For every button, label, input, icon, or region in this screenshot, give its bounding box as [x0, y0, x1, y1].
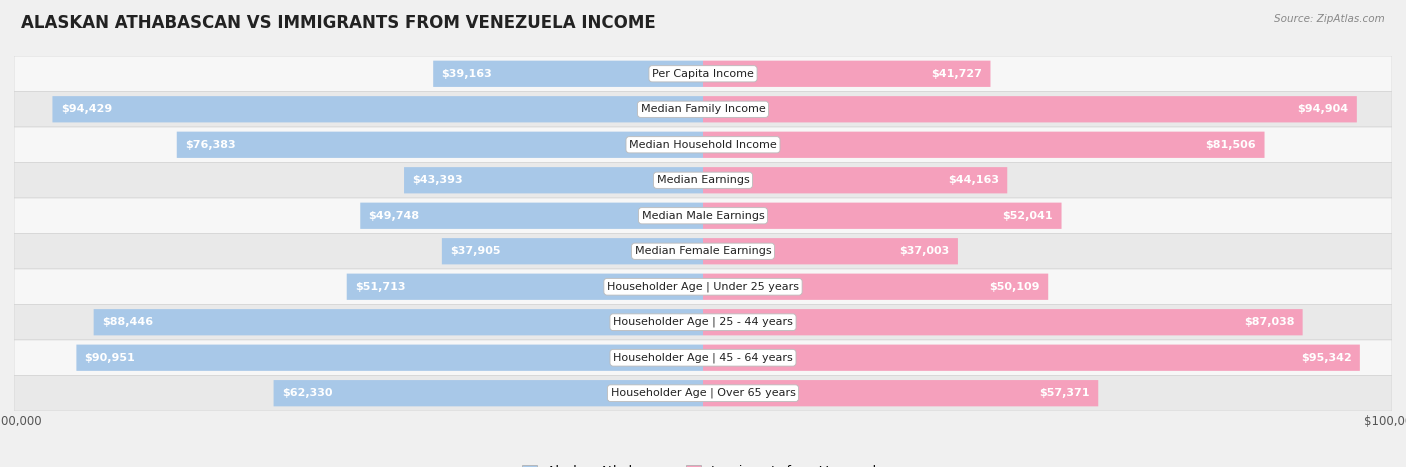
- Text: Householder Age | 25 - 44 years: Householder Age | 25 - 44 years: [613, 317, 793, 327]
- FancyBboxPatch shape: [14, 92, 1392, 127]
- FancyBboxPatch shape: [14, 56, 1392, 92]
- Text: Median Family Income: Median Family Income: [641, 104, 765, 114]
- FancyBboxPatch shape: [360, 203, 703, 229]
- Text: $37,905: $37,905: [450, 246, 501, 256]
- Text: $39,163: $39,163: [441, 69, 492, 79]
- Text: $87,038: $87,038: [1244, 317, 1295, 327]
- FancyBboxPatch shape: [14, 163, 1392, 198]
- Text: $57,371: $57,371: [1039, 388, 1090, 398]
- Text: Median Male Earnings: Median Male Earnings: [641, 211, 765, 221]
- Text: $94,904: $94,904: [1298, 104, 1348, 114]
- Text: $62,330: $62,330: [281, 388, 332, 398]
- Text: $37,003: $37,003: [900, 246, 949, 256]
- FancyBboxPatch shape: [14, 375, 1392, 411]
- FancyBboxPatch shape: [52, 96, 703, 122]
- FancyBboxPatch shape: [14, 198, 1392, 234]
- FancyBboxPatch shape: [14, 269, 1392, 304]
- FancyBboxPatch shape: [433, 61, 703, 87]
- FancyBboxPatch shape: [14, 127, 1392, 163]
- FancyBboxPatch shape: [703, 345, 1360, 371]
- FancyBboxPatch shape: [703, 96, 1357, 122]
- FancyBboxPatch shape: [177, 132, 703, 158]
- FancyBboxPatch shape: [274, 380, 703, 406]
- Text: $88,446: $88,446: [101, 317, 153, 327]
- FancyBboxPatch shape: [14, 234, 1392, 269]
- Legend: Alaskan Athabascan, Immigrants from Venezuela: Alaskan Athabascan, Immigrants from Vene…: [517, 460, 889, 467]
- Text: $41,727: $41,727: [931, 69, 983, 79]
- FancyBboxPatch shape: [703, 203, 1062, 229]
- FancyBboxPatch shape: [76, 345, 703, 371]
- FancyBboxPatch shape: [404, 167, 703, 193]
- Text: Householder Age | 45 - 64 years: Householder Age | 45 - 64 years: [613, 353, 793, 363]
- Text: $52,041: $52,041: [1002, 211, 1053, 221]
- Text: Source: ZipAtlas.com: Source: ZipAtlas.com: [1274, 14, 1385, 24]
- Text: Median Household Income: Median Household Income: [628, 140, 778, 150]
- Text: $90,951: $90,951: [84, 353, 135, 363]
- FancyBboxPatch shape: [703, 274, 1049, 300]
- Text: $81,506: $81,506: [1205, 140, 1256, 150]
- Text: Per Capita Income: Per Capita Income: [652, 69, 754, 79]
- FancyBboxPatch shape: [347, 274, 703, 300]
- Text: Median Female Earnings: Median Female Earnings: [634, 246, 772, 256]
- FancyBboxPatch shape: [441, 238, 703, 264]
- Text: $95,342: $95,342: [1301, 353, 1351, 363]
- FancyBboxPatch shape: [14, 304, 1392, 340]
- FancyBboxPatch shape: [703, 167, 1007, 193]
- Text: $44,163: $44,163: [948, 175, 1000, 185]
- FancyBboxPatch shape: [703, 238, 957, 264]
- FancyBboxPatch shape: [703, 380, 1098, 406]
- Text: Householder Age | Under 25 years: Householder Age | Under 25 years: [607, 282, 799, 292]
- Text: Householder Age | Over 65 years: Householder Age | Over 65 years: [610, 388, 796, 398]
- FancyBboxPatch shape: [703, 309, 1302, 335]
- Text: $76,383: $76,383: [186, 140, 236, 150]
- Text: $49,748: $49,748: [368, 211, 419, 221]
- Text: $43,393: $43,393: [412, 175, 463, 185]
- Text: ALASKAN ATHABASCAN VS IMMIGRANTS FROM VENEZUELA INCOME: ALASKAN ATHABASCAN VS IMMIGRANTS FROM VE…: [21, 14, 655, 32]
- FancyBboxPatch shape: [703, 132, 1264, 158]
- Text: Median Earnings: Median Earnings: [657, 175, 749, 185]
- Text: $50,109: $50,109: [990, 282, 1040, 292]
- Text: $94,429: $94,429: [60, 104, 112, 114]
- FancyBboxPatch shape: [703, 61, 990, 87]
- Text: $51,713: $51,713: [354, 282, 405, 292]
- FancyBboxPatch shape: [14, 340, 1392, 375]
- FancyBboxPatch shape: [94, 309, 703, 335]
